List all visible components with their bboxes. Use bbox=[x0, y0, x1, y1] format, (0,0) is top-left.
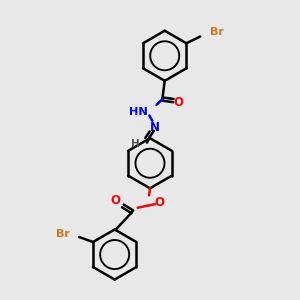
Text: O: O bbox=[155, 196, 165, 209]
Text: Br: Br bbox=[210, 27, 224, 37]
Text: O: O bbox=[110, 194, 120, 207]
Text: H: H bbox=[131, 139, 140, 149]
Text: N: N bbox=[150, 122, 160, 134]
Text: Br: Br bbox=[56, 229, 69, 239]
Text: HN: HN bbox=[129, 107, 148, 117]
Text: O: O bbox=[174, 95, 184, 109]
